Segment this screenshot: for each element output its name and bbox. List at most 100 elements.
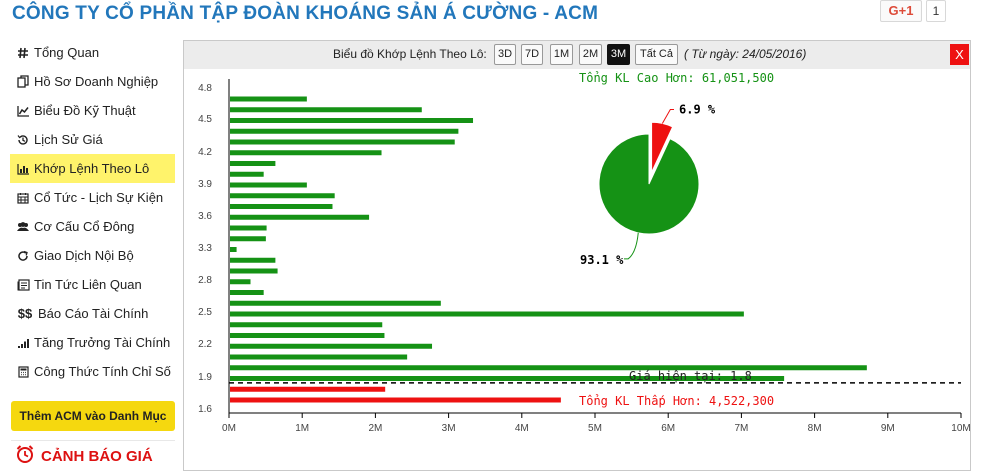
volume-bar: [230, 268, 278, 274]
bar-chart-icon: [15, 161, 31, 177]
volume-bar: [230, 376, 785, 381]
sidebar-item-tong-quan[interactable]: Tổng Quan: [10, 38, 175, 67]
gplus-button[interactable]: G+1: [880, 0, 922, 22]
sidebar-item-co-cau-co-dong[interactable]: Cơ Cấu Cổ Đông: [10, 212, 175, 241]
y-tick-label: 1.6: [198, 404, 212, 415]
x-tick-label: 7M: [734, 423, 748, 434]
x-tick-label: 5M: [588, 423, 602, 434]
x-tick-label: 9M: [881, 423, 895, 434]
pie-label-higher: 93.1 %: [580, 253, 624, 267]
volume-bar: [230, 333, 385, 338]
volume-bar: [230, 290, 264, 295]
volume-bar: [230, 354, 408, 360]
volume-bar: [230, 279, 251, 285]
users-icon: [15, 219, 31, 235]
pie-leader-lower: [661, 108, 674, 124]
y-tick-label: 4.8: [198, 83, 212, 94]
range-3d-button[interactable]: 3D: [494, 44, 516, 65]
sidebar-item-co-tuc[interactable]: Cổ Tức - Lịch Sự Kiện: [10, 183, 175, 212]
range-1m-button[interactable]: 1M: [550, 44, 573, 65]
y-tick-label: 2.2: [198, 339, 212, 350]
volume-bar: [230, 236, 266, 242]
x-tick-label: 6M: [661, 423, 675, 434]
volume-bar: [230, 96, 307, 102]
sidebar-item-lich-su-gia[interactable]: Lịch Sử Giá: [10, 125, 175, 154]
sidebar-item-khop-lenh-theo-lo[interactable]: Khớp Lệnh Theo Lô: [10, 154, 175, 183]
add-to-portfolio-button[interactable]: Thêm ACM vào Danh Mục: [11, 401, 175, 431]
chart-toolbar-label: Biểu đồ Khớp Lệnh Theo Lô:: [333, 47, 487, 61]
volume-bar: [230, 139, 455, 145]
sidebar-item-label: Công Thức Tính Chỉ Số: [34, 364, 171, 379]
chart-date-range: ( Từ ngày: 24/05/2016): [684, 47, 807, 61]
alarm-clock-icon: [15, 444, 35, 469]
sidebar-item-bieu-do-ky-thuat[interactable]: Biểu Đồ Kỹ Thuật: [10, 96, 175, 125]
volume-bar: [230, 150, 382, 156]
volume-bar: [230, 225, 267, 231]
pie-leader-higher: [624, 232, 639, 260]
sidebar-item-label: Khớp Lệnh Theo Lô: [34, 161, 150, 176]
history-icon: [15, 132, 31, 148]
range-2m-button[interactable]: 2M: [579, 44, 602, 65]
volume-bar: [230, 204, 333, 209]
line-chart-icon: [15, 103, 31, 119]
sidebar-item-label: Tổng Quan: [34, 45, 100, 60]
x-tick-label: 8M: [808, 423, 822, 434]
x-tick-label: 0M: [222, 423, 236, 434]
volume-bar: [230, 128, 459, 134]
y-tick-label: 1.9: [198, 372, 212, 383]
sidebar-item-label: Tin Tức Liên Quan: [34, 277, 142, 292]
x-tick-label: 1M: [295, 423, 309, 434]
pie-label-lower: 6.9 %: [679, 102, 716, 116]
volume-bar: [230, 214, 370, 220]
range-all-button[interactable]: Tất Cả: [635, 44, 678, 65]
sidebar-item-label: Cổ Tức - Lịch Sự Kiện: [34, 190, 164, 205]
close-button[interactable]: X: [950, 44, 969, 65]
y-tick-label: 2.8: [198, 275, 212, 286]
volume-bar: [230, 247, 237, 252]
volume-bar: [230, 193, 335, 199]
sidebar-item-giao-dich-noi-bo[interactable]: Giao Dịch Nội Bộ: [10, 241, 175, 270]
y-tick-label: 3.3: [198, 243, 212, 254]
range-3m-button[interactable]: 3M: [607, 44, 630, 65]
volume-bar: [230, 386, 386, 392]
sidebar-item-cong-thuc[interactable]: Công Thức Tính Chỉ Số: [10, 357, 175, 386]
current-price-label: Giá hiện tại: 1.8: [629, 369, 752, 383]
range-7d-button[interactable]: 7D: [521, 44, 543, 65]
volume-bar: [230, 182, 307, 188]
price-alert-label: CẢNH BÁO GIÁ: [41, 447, 153, 465]
x-tick-label: 3M: [442, 423, 456, 434]
y-tick-label: 4.5: [198, 114, 212, 125]
calculator-icon: [15, 364, 31, 380]
volume-bar: [230, 343, 433, 349]
pie-slice-lower: [651, 121, 674, 173]
sidebar-item-tin-tuc[interactable]: Tin Tức Liên Quan: [10, 270, 175, 299]
volume-bar: [230, 107, 422, 113]
gplus-count: 1: [926, 0, 946, 22]
x-tick-label: 10M: [951, 423, 970, 434]
price-alert-link[interactable]: CẢNH BÁO GIÁ: [11, 440, 175, 471]
news-icon: [15, 277, 31, 293]
volume-bar: [230, 365, 867, 371]
sidebar-item-ho-so-doanh-nghiep[interactable]: Hồ Sơ Doanh Nghiệp: [10, 67, 175, 96]
volume-bar: [230, 171, 264, 177]
volume-bar: [230, 161, 276, 166]
volume-bar: [230, 322, 383, 328]
y-tick-label: 4.2: [198, 147, 212, 158]
dollar-icon: $$: [17, 306, 33, 321]
hash-icon: [15, 45, 31, 61]
sidebar-menu: Tổng Quan Hồ Sơ Doanh Nghiệp Biểu Đồ Kỹ …: [10, 38, 175, 386]
y-tick-label: 2.5: [198, 307, 212, 318]
chart-area: 0M 1M 2M 3M 4M 5M 6M 7M 8M 9M 10M 4.8 4.5 4.2 3.9 3.6 3.…: [184, 69, 970, 470]
sidebar-item-bao-cao-tai-chinh[interactable]: $$ Báo Cáo Tài Chính: [10, 299, 175, 328]
chart-panel: Biểu đồ Khớp Lệnh Theo Lô: 3D 7D 1M 2M 3…: [183, 40, 971, 471]
refresh-icon: [15, 248, 31, 264]
sidebar-item-label: Tăng Trưởng Tài Chính: [34, 335, 171, 350]
volume-bar: [230, 257, 276, 263]
volume-bar: [230, 300, 441, 306]
volume-bar: [230, 397, 561, 403]
x-tick-label: 4M: [515, 423, 529, 434]
sidebar-item-label: Hồ Sơ Doanh Nghiệp: [34, 74, 159, 89]
sidebar-item-tang-truong[interactable]: Tăng Trưởng Tài Chính: [10, 328, 175, 357]
sidebar-item-label: Giao Dịch Nội Bộ: [34, 248, 134, 263]
